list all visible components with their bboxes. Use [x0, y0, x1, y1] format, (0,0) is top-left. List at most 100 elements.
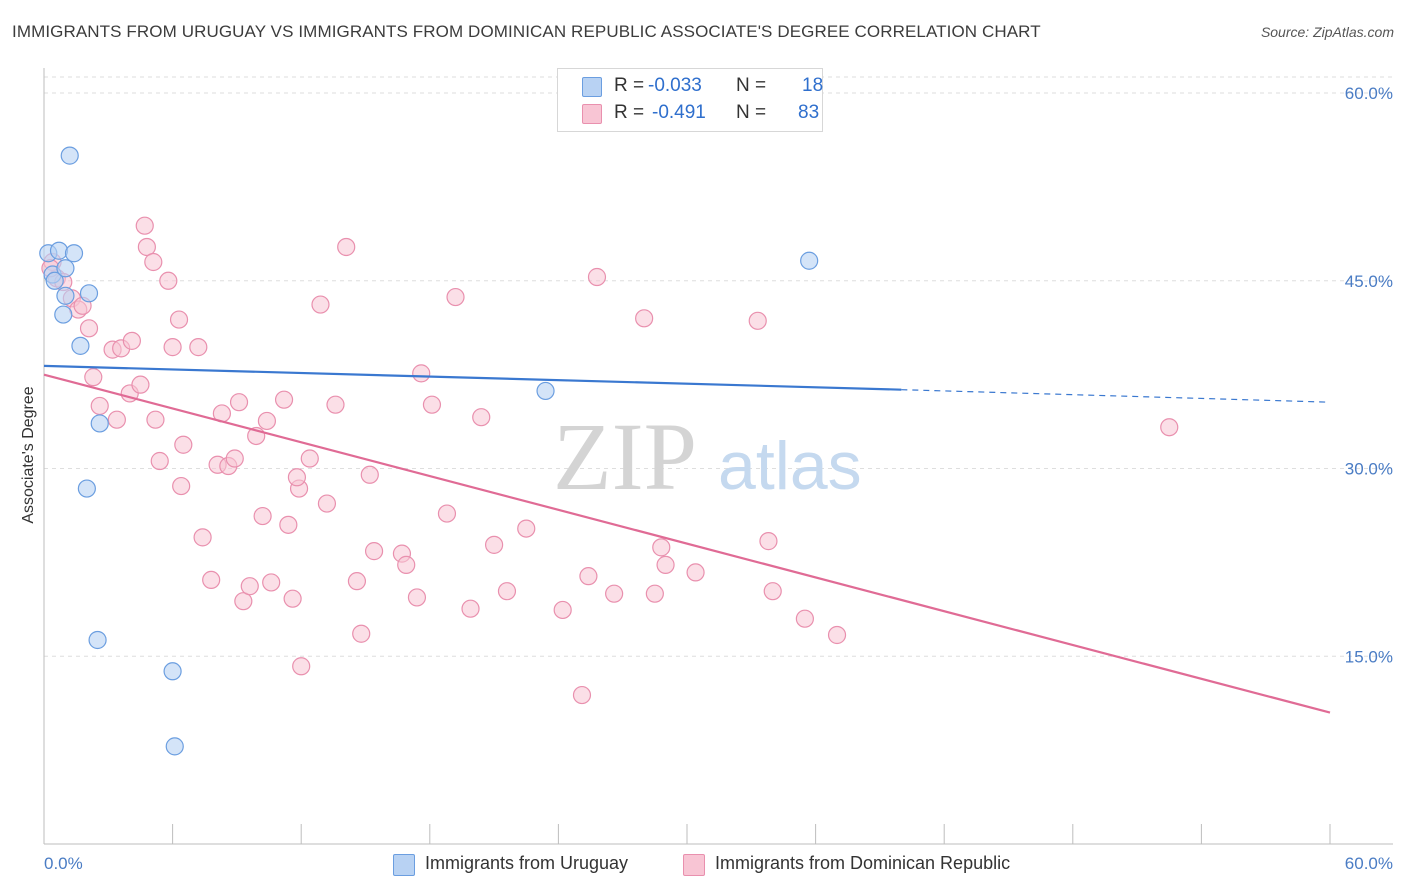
- dominican-point: [257, 411, 277, 431]
- dominican-point: [317, 494, 337, 513]
- dominican-point: [572, 685, 592, 705]
- dominican-point: [300, 449, 319, 468]
- bottom-legend-label: Immigrants from Dominican Republic: [715, 853, 1011, 873]
- legend-n-value: 18: [802, 75, 824, 96]
- uruguay-swatch: [393, 854, 415, 876]
- source-credit: Source: ZipAtlas.com: [1260, 24, 1394, 40]
- uruguay-point: [536, 381, 555, 401]
- dominican-swatch: [683, 854, 705, 876]
- dominican-point: [144, 252, 163, 272]
- legend-r-value: -0.033: [648, 75, 702, 96]
- dominican-point: [163, 338, 182, 357]
- dominican-point: [287, 468, 307, 487]
- x-tick-label-min: 0.0%: [44, 854, 83, 873]
- dominican-point: [605, 584, 624, 603]
- dominican-point: [446, 287, 465, 307]
- dominican-point: [137, 237, 156, 257]
- uruguay-point: [800, 251, 819, 270]
- legend-n-value: 83: [798, 102, 820, 123]
- dominican-point: [412, 364, 431, 383]
- dominican-point: [131, 375, 150, 394]
- dominican-point: [172, 476, 191, 496]
- correlation-legend: R = -0.033 N = 18 R = -0.491 N = 83: [557, 68, 823, 132]
- trend-lines: [43, 364, 1331, 714]
- dominican-point: [193, 528, 212, 547]
- dominican-point: [759, 532, 778, 551]
- uruguay-point: [56, 259, 75, 278]
- dominican-point: [635, 309, 654, 328]
- dominican-trend-line: [43, 373, 1331, 714]
- dominican-point: [337, 237, 356, 257]
- dominican-point: [189, 338, 208, 357]
- dominican-point: [748, 311, 767, 330]
- dominican-point: [422, 395, 442, 414]
- dominican-point: [234, 592, 253, 611]
- uruguay-trend-line: [43, 364, 902, 391]
- y-tick-label: 45.0%: [1345, 272, 1393, 291]
- dominican-point: [159, 271, 178, 290]
- y-tick-labels: 15.0% 30.0% 45.0% 60.0%: [1345, 84, 1393, 666]
- dominican-point: [262, 573, 281, 592]
- dominican-point: [686, 563, 705, 582]
- watermark-atlas: atlas: [718, 428, 862, 504]
- dominican-point: [311, 295, 330, 314]
- dominican-point: [1160, 418, 1179, 437]
- uruguay-points: [39, 146, 819, 756]
- uruguay-point: [88, 630, 107, 650]
- dominican-point: [107, 410, 126, 429]
- dominican-point: [517, 519, 536, 538]
- uruguay-point: [165, 737, 184, 756]
- dominican-point: [652, 538, 671, 557]
- dominican-point: [645, 584, 664, 603]
- uruguay-point: [79, 284, 99, 303]
- dominican-point: [174, 435, 193, 454]
- legend-n-label: N =: [736, 102, 767, 123]
- dominican-point: [364, 542, 384, 561]
- axes: [43, 68, 1393, 845]
- dominican-point: [292, 657, 311, 676]
- y-tick-label: 15.0%: [1345, 647, 1393, 666]
- dominican-point: [827, 625, 847, 645]
- dominican-point: [122, 331, 141, 350]
- dominican-point: [79, 319, 99, 338]
- dominican-point: [587, 267, 607, 287]
- dominican-point: [497, 582, 517, 601]
- uruguay-point: [163, 662, 182, 681]
- dominican-point: [763, 582, 782, 601]
- uruguay-point: [45, 271, 64, 290]
- dominican-point: [253, 506, 272, 526]
- watermark: ZIP atlas: [553, 403, 862, 510]
- dominican-point: [283, 589, 302, 608]
- uruguay-point: [49, 241, 69, 260]
- dominican-point: [229, 393, 249, 412]
- legend-r-label: R =: [614, 102, 645, 123]
- dominican-swatch: [582, 104, 602, 124]
- dominican-point: [352, 624, 371, 643]
- dominican-point: [90, 396, 109, 416]
- chart-title: IMMIGRANTS FROM URUGUAY VS IMMIGRANTS FR…: [12, 22, 1041, 41]
- dominican-point: [472, 408, 491, 427]
- dominican-point: [135, 216, 154, 235]
- dominican-point: [485, 535, 504, 554]
- dominican-point: [347, 572, 367, 591]
- uruguay-point: [56, 286, 75, 305]
- dominican-point: [397, 555, 416, 574]
- x-tick-label-max: 60.0%: [1345, 854, 1393, 873]
- dominican-point: [579, 567, 598, 586]
- uruguay-swatch: [582, 77, 602, 97]
- dominican-point: [437, 504, 457, 523]
- uruguay-point: [77, 479, 96, 498]
- uruguay-point: [54, 305, 73, 324]
- dominican-point: [240, 577, 259, 596]
- legend-r-value: -0.491: [652, 102, 706, 123]
- y-axis-label: Associate's Degree: [20, 386, 37, 523]
- legend-r-label: R =: [614, 75, 645, 96]
- dominican-point: [150, 451, 169, 471]
- dominican-point: [656, 555, 675, 574]
- bottom-legend-label: Immigrants from Uruguay: [425, 853, 629, 873]
- uruguay-point: [90, 414, 109, 433]
- uruguay-point: [71, 336, 90, 355]
- dominican-point: [146, 410, 165, 429]
- dominican-point: [795, 609, 814, 628]
